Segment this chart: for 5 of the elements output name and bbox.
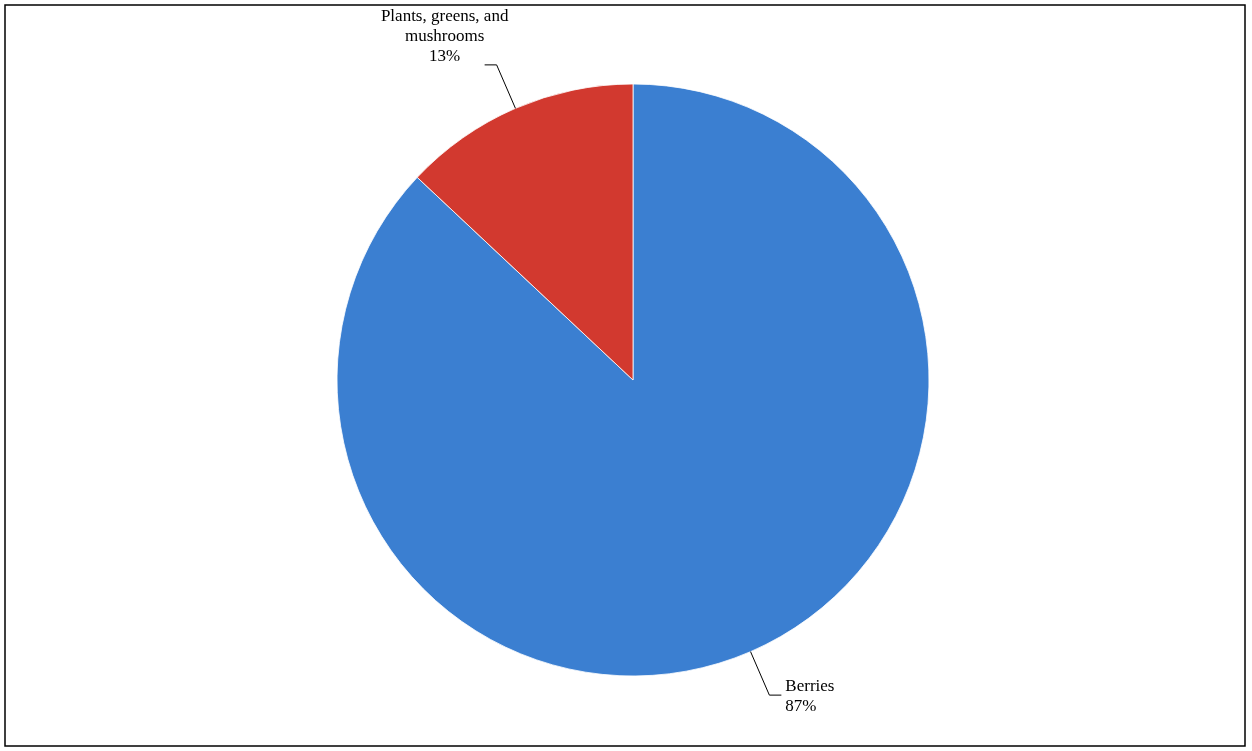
data-label: 13% [429, 45, 461, 65]
slice-label: Plants, greens, and mushrooms [380, 5, 509, 45]
pie-slice [336, 83, 930, 677]
slice-label: Berries [785, 676, 835, 696]
data-label: 87% [785, 696, 817, 716]
